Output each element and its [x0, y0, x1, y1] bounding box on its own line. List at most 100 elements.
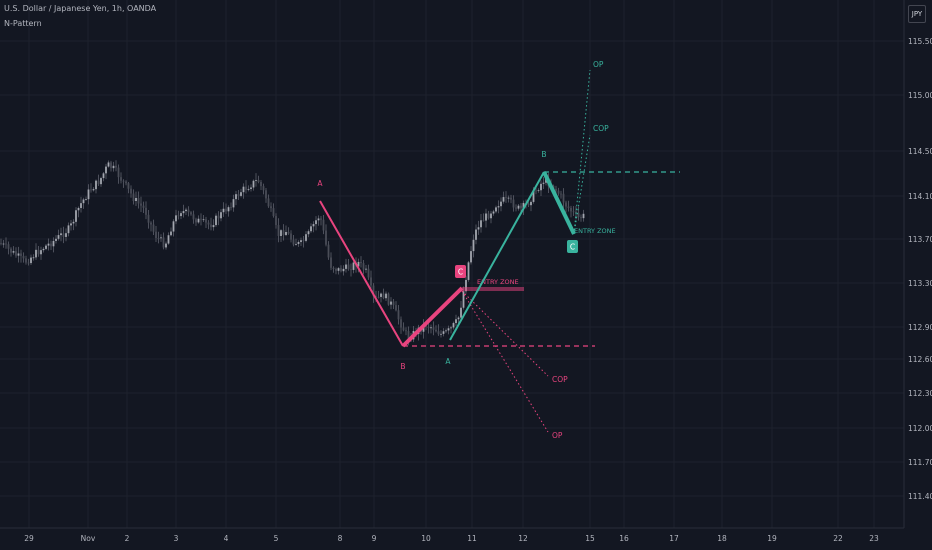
- candle-body: [400, 319, 402, 328]
- currency-badge[interactable]: JPY: [908, 5, 926, 23]
- time-tick-label: 29: [24, 534, 34, 543]
- candle-body: [440, 333, 442, 335]
- candle-body: [432, 327, 435, 330]
- candle-body: [402, 327, 405, 331]
- candle-body: [47, 243, 50, 246]
- candle-body: [205, 219, 207, 223]
- time-tick-label: 23: [869, 534, 879, 543]
- bullish-label-b: B: [541, 150, 546, 159]
- candle-body: [562, 193, 565, 203]
- candle-body: [55, 238, 57, 241]
- candle-body: [150, 222, 152, 225]
- candle-body: [152, 224, 155, 232]
- candle-body: [162, 237, 165, 248]
- candle-body: [135, 197, 137, 201]
- candle-body: [472, 239, 475, 252]
- candle-body: [482, 220, 485, 222]
- candle-body: [165, 243, 167, 248]
- candle-body: [252, 180, 255, 188]
- candle-body: [272, 208, 275, 217]
- candle-body: [57, 235, 60, 239]
- candle-body: [515, 207, 517, 209]
- price-tick-label: 113.300: [908, 279, 932, 288]
- candle-body: [327, 244, 330, 258]
- bearish-label-a: A: [317, 179, 323, 188]
- candle-body: [85, 199, 87, 200]
- candle-body: [30, 257, 32, 264]
- bearish-ab-leg: [319, 200, 404, 347]
- time-tick-label: 12: [518, 534, 528, 543]
- candle-body: [437, 331, 440, 335]
- candle-body: [430, 327, 432, 329]
- candle-body: [465, 279, 467, 292]
- candle-body: [245, 186, 247, 190]
- candle-body: [62, 233, 65, 237]
- candle-body: [502, 197, 505, 202]
- candle-body: [330, 257, 332, 268]
- candle-body: [317, 218, 320, 221]
- candle-body: [12, 251, 15, 253]
- candle-body: [187, 209, 190, 213]
- candle-body: [202, 219, 205, 221]
- candle-body: [445, 330, 447, 332]
- candle-body: [380, 293, 382, 297]
- candle-body: [467, 262, 470, 280]
- candle-body: [242, 186, 245, 193]
- candle-body: [542, 182, 545, 184]
- bearish-label-c: C: [458, 268, 463, 277]
- candle-body: [167, 235, 170, 244]
- candle-body: [180, 213, 182, 217]
- bullish-label-a: A: [445, 357, 451, 366]
- price-tick-label: 115.000: [908, 91, 932, 100]
- candle-body: [285, 231, 287, 236]
- candle-body: [310, 226, 312, 232]
- candle-body: [115, 165, 117, 168]
- candle-body: [387, 293, 390, 305]
- candle-body: [35, 249, 37, 258]
- candle-body: [370, 277, 372, 286]
- candle-body: [132, 193, 135, 201]
- candle-body: [492, 211, 495, 214]
- candle-body: [275, 216, 277, 226]
- bullish-n-pattern: A B C ENTRY ZONE COP OP: [445, 60, 680, 366]
- candle-body: [182, 211, 185, 214]
- symbol-title: U.S. Dollar / Japanese Yen, 1h, OANDA: [4, 4, 157, 13]
- candle-body: [442, 331, 445, 334]
- candle-body: [312, 224, 315, 227]
- chart-grid: [0, 0, 904, 528]
- time-axis[interactable]: 29 Nov 2 3 4 5 8 9 10 11 12 15 16 17 18 19 22 23: [0, 527, 904, 543]
- price-tick-label: 112.000: [908, 424, 932, 433]
- price-axis[interactable]: 115.500 115.000 114.500 114.100 113.700 113.3…: [903, 0, 932, 528]
- candle-body: [2, 243, 5, 245]
- candle-body: [87, 189, 90, 200]
- candle-body: [50, 243, 52, 247]
- candle-body: [15, 251, 17, 256]
- candle-body: [125, 181, 127, 184]
- bearish-n-pattern: A B C ENTRY ZONE COP OP: [317, 179, 595, 440]
- candle-body: [122, 180, 125, 182]
- candle-body: [480, 220, 482, 228]
- candle-body: [42, 248, 45, 251]
- candle-body: [360, 261, 362, 264]
- candle-body: [77, 207, 80, 211]
- study-title: N-Pattern: [4, 19, 42, 28]
- candle-body: [75, 210, 77, 222]
- bullish-cop-projection: [573, 134, 591, 235]
- bullish-bc-leg: [542, 171, 576, 235]
- candle-body: [462, 291, 465, 308]
- time-tick-label: 16: [619, 534, 629, 543]
- time-tick-label: 15: [585, 534, 595, 543]
- candle-body: [290, 233, 292, 240]
- candle-body: [210, 224, 212, 228]
- price-tick-label: 114.100: [908, 192, 932, 201]
- candle-body: [175, 215, 177, 222]
- candle-body: [340, 268, 342, 272]
- candle-body: [37, 249, 40, 255]
- candle-body: [457, 317, 460, 320]
- candle-body: [10, 248, 12, 253]
- bearish-cop-label: COP: [552, 375, 568, 384]
- bearish-entry-zone-label: ENTRY ZONE: [477, 278, 519, 286]
- bullish-op-label: OP: [593, 60, 604, 69]
- candle-body: [190, 212, 192, 215]
